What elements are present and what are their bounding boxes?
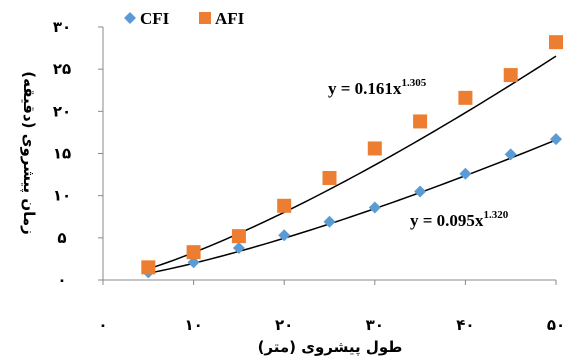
afi-point	[549, 35, 563, 50]
y-tick-label: ۲۰	[53, 102, 71, 120]
y-tick-label: ۲۵	[53, 60, 71, 78]
trendlines	[148, 55, 557, 275]
legend-cfi-label: CFI	[140, 9, 170, 28]
x-axis-title: طول پیشروی (متر)	[258, 338, 403, 357]
legend: CFI AFI	[124, 9, 245, 28]
y-axis-title: زمان پیشروی (دقیقه)	[19, 71, 38, 234]
x-tick-labels: ۰ ۱۰ ۲۰ ۳۰ ۴۰ ۵۰	[98, 316, 565, 334]
x-tick-label: ۵۰	[547, 316, 565, 334]
y-tick-label: ۱۵	[53, 145, 71, 163]
tick-marks	[98, 26, 557, 285]
legend-afi: AFI	[199, 9, 245, 28]
x-tick-label: ۰	[98, 316, 107, 334]
cfi-point	[459, 167, 472, 180]
legend-afi-marker	[199, 12, 211, 24]
cfi-point	[550, 133, 562, 146]
cfi-point	[187, 256, 200, 269]
y-tick-label: ۰	[57, 271, 66, 289]
cfi-point	[414, 185, 427, 198]
afi-point	[141, 260, 156, 275]
legend-cfi: CFI	[124, 9, 170, 28]
x-tick-label: ۱۰	[184, 316, 202, 334]
afi-point	[277, 198, 292, 213]
afi-point	[322, 170, 337, 185]
cfi-trendline-equation: y = 0.095x1.320	[410, 209, 509, 230]
y-tick-label: ۳۰	[53, 18, 71, 36]
cfi-point	[368, 201, 381, 214]
cfi-trendline	[148, 139, 557, 275]
afi-point	[503, 68, 518, 83]
legend-afi-label: AFI	[215, 9, 245, 28]
y-tick-labels: ۰ ۵ ۱۰ ۱۵ ۲۰ ۲۵ ۳۰	[53, 18, 71, 289]
afi-point	[413, 114, 428, 129]
x-tick-label: ۳۰	[366, 316, 384, 334]
x-tick-label: ۲۰	[275, 316, 293, 334]
afi-point	[231, 229, 246, 244]
cfi-point	[323, 215, 336, 228]
y-tick-label: ۱۰	[53, 187, 71, 205]
y-tick-label: ۵	[57, 229, 66, 247]
cfi-point	[232, 241, 245, 254]
afi-trendline	[148, 55, 557, 270]
afi-point	[458, 90, 473, 105]
afi-trendline-equation: y = 0.161x1.305	[328, 77, 427, 98]
x-tick-label: ۴۰	[456, 316, 474, 334]
data-markers	[141, 35, 563, 279]
legend-cfi-marker	[124, 12, 136, 24]
cfi-point	[278, 229, 291, 242]
afi-point	[367, 141, 382, 156]
afi-point	[186, 245, 201, 260]
cfi-point	[504, 148, 517, 161]
